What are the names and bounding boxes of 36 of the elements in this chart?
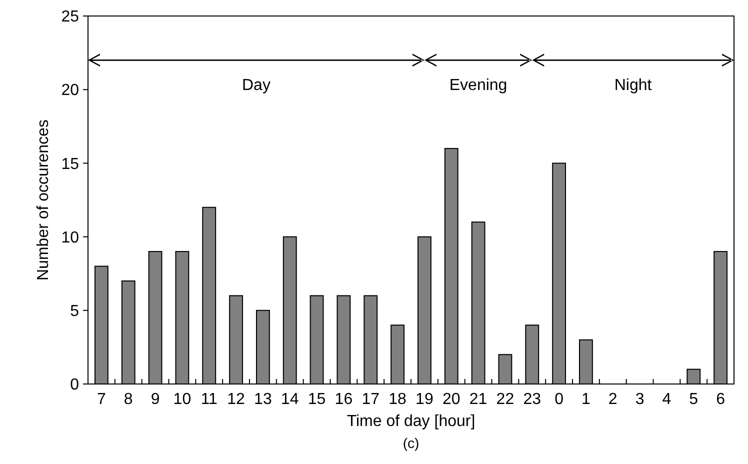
x-tick-label: 19 [416, 391, 434, 408]
x-tick-label: 20 [442, 391, 460, 408]
x-tick-label: 6 [716, 391, 726, 408]
y-axis-title: Number of occurences [35, 120, 52, 280]
x-tick-label: 22 [496, 391, 514, 408]
y-tick-label: 20 [61, 82, 80, 100]
y-tick-label: 10 [61, 229, 80, 246]
annotation: Night [614, 77, 652, 94]
x-tick-label: 15 [308, 391, 326, 408]
text: (c) [402, 435, 420, 451]
x-tick-label: 5 [689, 391, 698, 408]
y-tick-label: 5 [70, 303, 80, 320]
x-tick-label: 21 [469, 391, 488, 408]
x-tick-label: 0 [554, 391, 564, 408]
y-tick-label: 0 [70, 376, 80, 394]
x-tick-label: 11 [200, 391, 218, 408]
x-tick-label: 13 [254, 391, 272, 408]
x-tick-label: 23 [523, 391, 542, 408]
x-tick-label: 8 [124, 391, 133, 408]
x-tick-label: 3 [635, 391, 644, 408]
x-tick-label: 16 [334, 391, 353, 408]
x-tick-label: 7 [97, 391, 106, 408]
x-tick-label: 14 [280, 391, 299, 408]
x-tick-label: 2 [608, 391, 618, 408]
y-tick-label: 25 [61, 8, 80, 26]
annotation: Day [242, 77, 270, 94]
x-tick-label: 18 [388, 391, 407, 408]
x-axis-title: Time of day [hour] [346, 413, 476, 430]
x-tick-label: 10 [173, 391, 192, 408]
x-tick-label: 12 [227, 391, 246, 408]
x-tick-label: 9 [150, 391, 160, 408]
x-tick-label: 17 [362, 391, 380, 408]
x-tick-label: 4 [662, 391, 672, 408]
y-tick-label: 15 [61, 156, 80, 173]
x-tick-label: 1 [582, 391, 591, 408]
annotation: Evening [449, 77, 508, 94]
